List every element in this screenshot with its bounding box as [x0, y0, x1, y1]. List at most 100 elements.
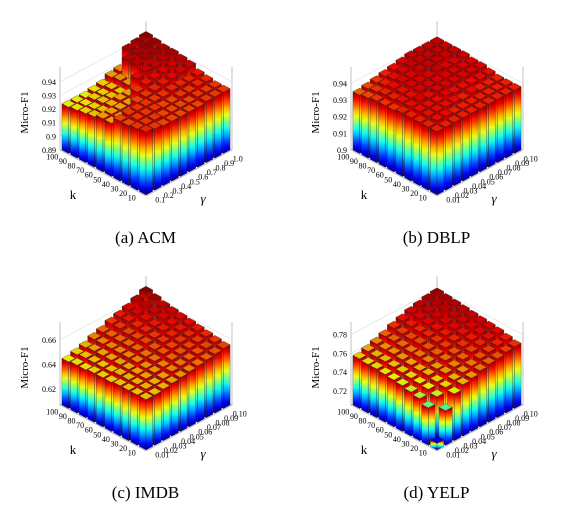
gamma-tick-label: 0.06 — [198, 428, 212, 437]
k-tick-label: 50 — [93, 430, 101, 439]
k-tick-label: 40 — [393, 180, 401, 189]
gamma-tick-label: 0.06 — [489, 173, 503, 182]
bar — [429, 124, 445, 196]
k-axis-label: k — [361, 187, 368, 202]
k-tick-label: 50 — [384, 175, 392, 184]
k-tick-label: 30 — [111, 185, 119, 194]
gamma-tick-label: 0.07 — [498, 423, 512, 432]
gamma-tick-label: 0.6 — [198, 173, 208, 182]
gamma-tick-labels: 0.10.20.30.40.50.60.70.80.91.0 — [155, 154, 242, 204]
z-tick-label: 0.94 — [333, 79, 347, 88]
z-axis-label: Micro-F1 — [19, 91, 31, 133]
bar — [421, 400, 436, 446]
gamma-tick-labels: 0.010.020.030.040.050.060.070.080.090.10 — [446, 409, 537, 459]
k-tick-label: 80 — [359, 162, 367, 171]
caption-yelp: (d) YELP — [403, 483, 470, 502]
z-tick-label: 0.89 — [42, 146, 56, 155]
bar — [498, 344, 513, 414]
k-tick-label: 70 — [367, 166, 375, 175]
gamma-tick-label: 0.4 — [181, 182, 191, 191]
bar — [438, 403, 453, 446]
k-tick-label: 80 — [359, 417, 367, 426]
gamma-tick-label: 0.08 — [216, 419, 230, 428]
gamma-tick-label: 0.04 — [181, 437, 195, 446]
gamma-tick-label: 0.10 — [524, 409, 538, 418]
gamma-tick-labels: 0.010.020.030.040.050.060.070.080.090.10 — [446, 154, 537, 204]
k-tick-label: 100 — [337, 407, 349, 416]
k-tick-label: 90 — [350, 157, 358, 166]
panel-imdb: 10 20 30 40 50 60 70 80 90 100 0.01 0.02 0.03 0.04 0.0… — [0, 255, 291, 510]
k-tick-label: 60 — [376, 171, 384, 180]
bar — [173, 109, 188, 177]
k-tick-label: 100 — [337, 152, 349, 161]
gamma-tick-label: 0.10 — [524, 154, 538, 163]
k-tick-label: 20 — [410, 444, 418, 453]
gamma-tick-label: 0.05 — [481, 177, 495, 186]
bar — [138, 124, 154, 196]
gamma-tick-labels: 0.010.020.030.040.050.060.070.080.090.10 — [155, 409, 246, 459]
gamma-axis-label: γ — [200, 446, 206, 461]
z-tick-label: 0.92 — [42, 105, 56, 114]
z-axis-label: Micro-F1 — [310, 346, 322, 388]
k-tick-label: 60 — [376, 426, 384, 435]
z-tick-label: 0.92 — [333, 113, 347, 122]
z-tick-label: 0.62 — [42, 385, 56, 394]
k-tick-label: 60 — [85, 426, 93, 435]
k-tick-label: 100 — [46, 152, 58, 161]
gamma-tick-label: 0.2 — [164, 191, 174, 200]
bars — [61, 286, 231, 451]
bars — [61, 31, 231, 196]
k-tick-label: 90 — [350, 412, 358, 421]
z-tick-label: 0.9 — [46, 132, 56, 141]
gamma-tick-label: 0.03 — [464, 187, 478, 196]
k-tick-label: 30 — [111, 440, 119, 449]
gamma-tick-label: 0.3 — [173, 187, 183, 196]
k-tick-label: 20 — [119, 189, 127, 198]
gamma-tick-label: 0.7 — [207, 168, 217, 177]
gamma-tick-label: 0.03 — [464, 442, 478, 451]
k-tick-label: 30 — [402, 185, 410, 194]
panel-acm: 10 20 30 40 50 60 70 80 90 100 0.1 0.2 0.3 0.4 0.5 0.6 0… — [0, 0, 291, 255]
gamma-tick-label: 0.07 — [207, 423, 221, 432]
gamma-tick-label: 0.09 — [515, 159, 529, 168]
k-tick-label: 10 — [419, 194, 427, 203]
z-tick-labels: 0.89 0.9 0.91 0.92 0.93 0.94 — [42, 78, 56, 155]
k-axis-label: k — [361, 442, 368, 457]
gamma-axis-label: γ — [200, 191, 206, 206]
z-tick-label: 0.91 — [333, 129, 347, 138]
gamma-tick-label: 0.02 — [455, 446, 469, 455]
bars — [352, 36, 522, 196]
k-tick-label: 80 — [68, 417, 76, 426]
gamma-tick-label: 0.10 — [233, 409, 247, 418]
gamma-axis-label: γ — [491, 191, 497, 206]
caption-dblp: (b) DBLP — [402, 228, 471, 247]
z-tick-label: 0.93 — [333, 96, 347, 105]
k-tick-label: 90 — [59, 157, 67, 166]
k-tick-label: 20 — [410, 189, 418, 198]
bar — [138, 392, 154, 451]
gamma-tick-label: 0.05 — [481, 432, 495, 441]
z-tick-label: 0.94 — [42, 78, 56, 87]
gamma-tick-label: 0.02 — [455, 191, 469, 200]
gamma-tick-label: 0.07 — [498, 168, 512, 177]
z-tick-label: 0.93 — [42, 91, 56, 100]
k-tick-label: 40 — [393, 435, 401, 444]
k-tick-label: 10 — [419, 449, 427, 458]
k-axis-label: k — [70, 442, 77, 457]
gamma-tick-label: 0.01 — [446, 196, 460, 205]
caption-imdb: (c) IMDB — [111, 483, 180, 502]
panel-yelp: 10 20 30 40 50 60 70 80 90 100 0.01 0.02 0.03 0.04 0.0… — [291, 255, 582, 510]
chart-yelp: 1020304050607080901000.010.020.030.040.0… — [310, 276, 538, 461]
k-tick-label: 40 — [102, 435, 110, 444]
z-tick-label: 0.76 — [333, 349, 347, 358]
k-tick-label: 20 — [119, 444, 127, 453]
z-tick-label: 0.66 — [42, 336, 56, 345]
gamma-tick-label: 1.0 — [233, 154, 243, 163]
k-tick-label: 30 — [402, 440, 410, 449]
z-tick-labels: 0.72 0.74 0.76 0.78 — [333, 331, 347, 396]
gamma-tick-label: 0.9 — [224, 159, 234, 168]
